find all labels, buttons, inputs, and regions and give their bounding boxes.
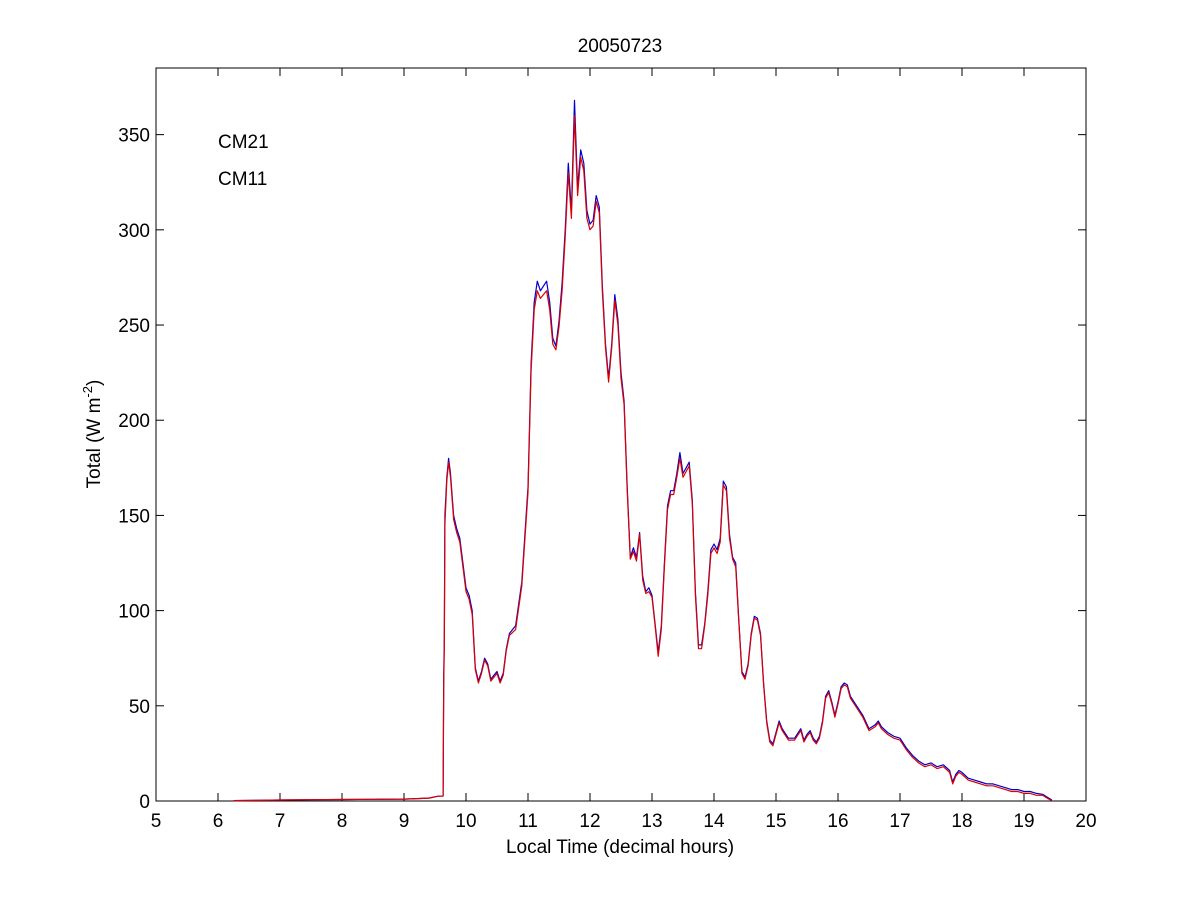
y-tick-label: 250 — [118, 316, 150, 337]
x-tick-label: 20 — [1075, 811, 1096, 832]
x-tick-label: 18 — [951, 811, 972, 832]
x-axis: 5 6 7 8 9 10 11 12 13 14 15 16 17 18 19 20 — [151, 68, 1097, 832]
chart-title: 20050723 — [578, 36, 663, 57]
y-tick-label: 200 — [118, 411, 150, 432]
y-tick-label: 150 — [118, 506, 150, 527]
y-tick-label: 100 — [118, 602, 150, 623]
y-tick-label: 300 — [118, 221, 150, 242]
series-line-cm11 — [233, 114, 1053, 802]
x-tick-label: 5 — [151, 811, 162, 832]
legend: CM21 CM11 — [218, 132, 269, 190]
legend-entry-cm11: CM11 — [218, 169, 267, 190]
x-tick-label: 11 — [518, 811, 538, 832]
x-tick-label: 10 — [455, 811, 476, 832]
x-tick-label: 16 — [827, 811, 848, 832]
x-tick-label: 7 — [275, 811, 286, 832]
x-tick-label: 6 — [213, 811, 224, 832]
y-axis: 0 50 100 150 200 250 300 350 — [118, 126, 1086, 813]
x-tick-label: 14 — [703, 811, 725, 832]
x-tick-label: 13 — [641, 811, 662, 832]
x-tick-label: 15 — [765, 811, 786, 832]
y-tick-label: 50 — [129, 697, 150, 718]
y-tick-label: 350 — [118, 126, 150, 147]
y-axis-label-close: ) — [84, 380, 105, 386]
series-lines — [233, 99, 1053, 802]
legend-entry-cm21: CM21 — [218, 132, 269, 153]
x-tick-label: 17 — [889, 811, 910, 832]
x-tick-label: 9 — [399, 811, 410, 832]
x-tick-label: 19 — [1013, 811, 1034, 832]
y-axis-label-superscript: -2 — [80, 386, 95, 398]
x-axis-label: Local Time (decimal hours) — [506, 837, 734, 858]
y-axis-label-main: Total (W m — [84, 398, 105, 489]
series-line-cm21 — [233, 99, 1053, 802]
y-tick-label: 0 — [139, 792, 150, 813]
x-tick-label: 12 — [579, 811, 600, 832]
y-axis-label: Total (W m-2) — [80, 380, 105, 489]
plot-frame — [155, 67, 1087, 802]
x-tick-label: 8 — [337, 811, 348, 832]
